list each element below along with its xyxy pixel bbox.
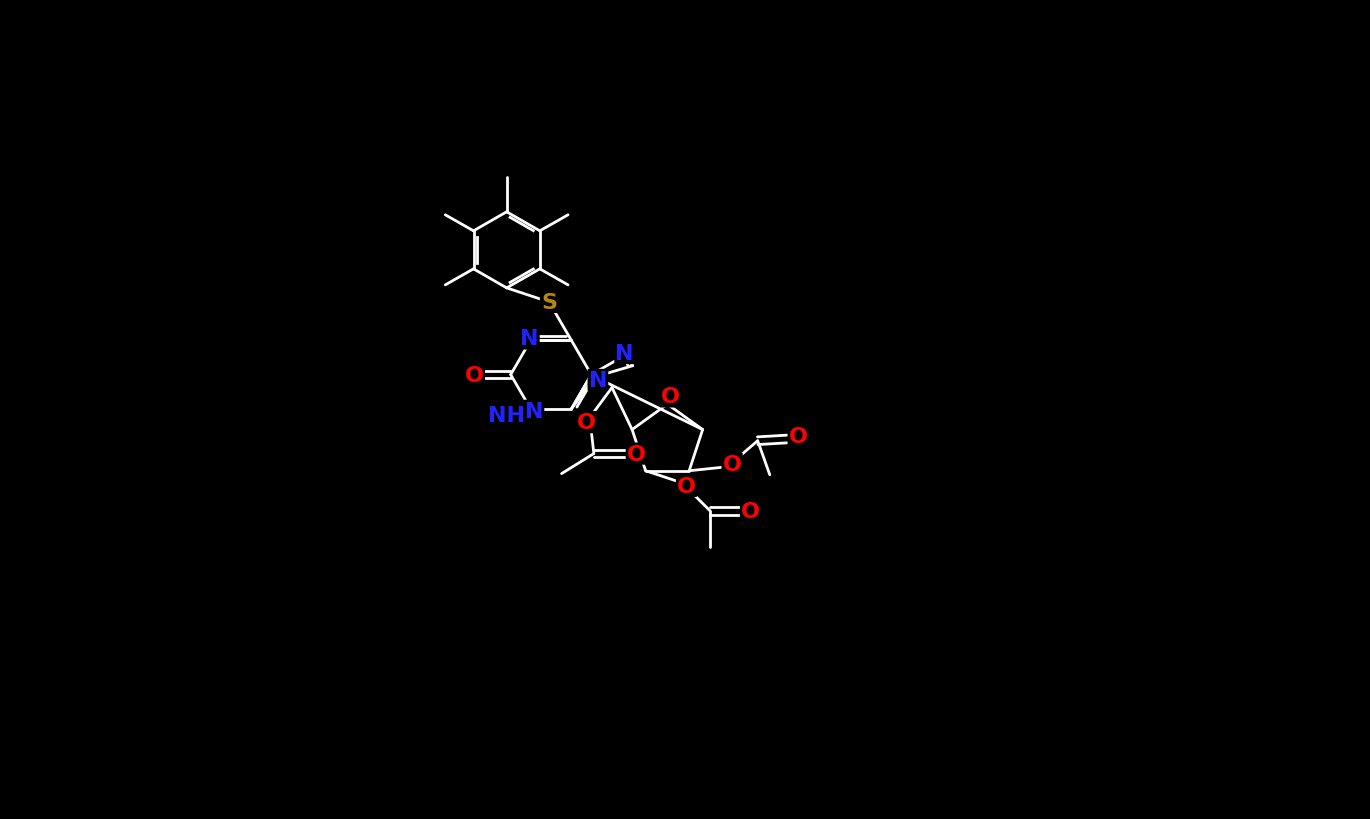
- Text: O: O: [627, 444, 645, 464]
- Text: N: N: [615, 344, 634, 364]
- Text: O: O: [741, 501, 760, 521]
- Text: O: O: [789, 426, 808, 446]
- Text: O: O: [577, 413, 596, 432]
- Text: N: N: [521, 329, 538, 349]
- Text: O: O: [722, 454, 741, 474]
- Text: O: O: [677, 477, 696, 496]
- Text: N: N: [525, 401, 543, 421]
- Text: NH: NH: [488, 405, 525, 426]
- Text: N: N: [589, 370, 607, 391]
- Text: O: O: [660, 387, 680, 407]
- Text: S: S: [541, 292, 558, 313]
- Text: O: O: [464, 365, 484, 385]
